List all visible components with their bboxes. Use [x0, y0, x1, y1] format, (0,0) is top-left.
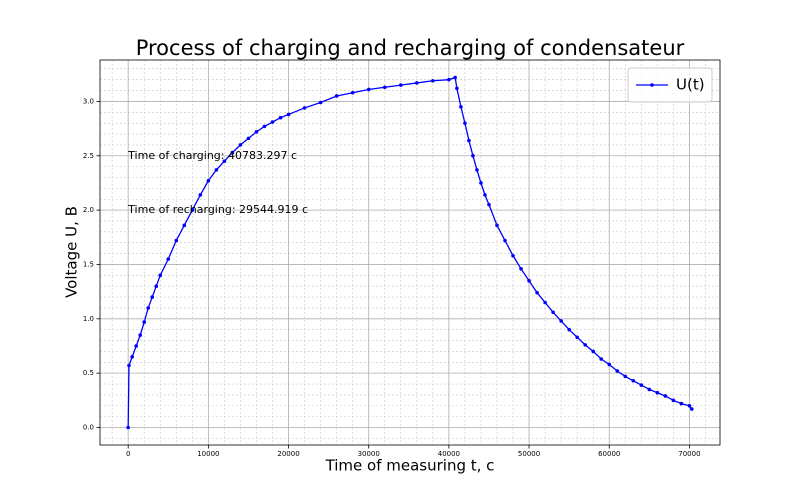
data-point	[519, 267, 523, 271]
data-point	[639, 383, 644, 387]
plot-frame	[99, 59, 721, 446]
data-point	[286, 112, 291, 117]
data-point	[495, 223, 499, 228]
y-tick-label: 1.5	[83, 260, 94, 268]
data-point	[246, 136, 251, 141]
data-point	[671, 398, 676, 403]
data-point	[214, 168, 219, 172]
data-point	[543, 300, 547, 305]
y-tick-label: 0.5	[83, 369, 94, 377]
data-point	[655, 390, 660, 395]
data-point	[142, 320, 147, 324]
data-point	[154, 284, 159, 288]
y-tick-label: 3.0	[83, 97, 94, 105]
data-point	[190, 208, 195, 212]
x-tick-label: 40000	[438, 450, 460, 458]
data-point	[471, 153, 475, 158]
chart-title: Process of charging and recharging of co…	[136, 36, 685, 60]
data-point	[447, 77, 451, 82]
data-point	[146, 306, 151, 310]
data-point	[527, 278, 531, 283]
data-point	[475, 168, 479, 172]
data-point	[615, 369, 620, 373]
x-tick-label: 10000	[197, 450, 219, 458]
data-point	[623, 374, 628, 379]
y-tick-label: 0.0	[83, 424, 94, 432]
data-point	[230, 150, 235, 155]
data-point	[222, 159, 227, 163]
x-tick-label: 30000	[358, 450, 380, 458]
data-point	[130, 355, 134, 359]
x-tick-label: 70000	[678, 450, 700, 458]
legend-label: U(t)	[676, 76, 705, 94]
data-point	[459, 105, 463, 109]
data-point	[483, 193, 487, 197]
data-point	[382, 85, 387, 90]
data-point	[182, 223, 187, 228]
data-point	[479, 181, 483, 185]
data-point	[599, 357, 604, 361]
data-point	[690, 407, 694, 411]
data-point	[663, 394, 668, 398]
data-point	[166, 257, 171, 261]
data-point	[535, 290, 539, 295]
data-point	[254, 130, 259, 134]
data-point	[631, 378, 636, 383]
x-tick-label: 0	[126, 450, 130, 458]
data-point	[138, 333, 143, 337]
data-point	[503, 238, 507, 243]
y-tick-label: 2.0	[83, 206, 94, 214]
data-point	[262, 124, 267, 129]
data-point	[647, 387, 652, 392]
x-tick-label: 20000	[277, 450, 299, 458]
data-point	[150, 295, 155, 299]
data-point	[559, 319, 563, 323]
data-point	[334, 94, 339, 98]
data-point	[463, 121, 467, 125]
data-point	[467, 138, 471, 143]
annotation: Time of recharging: 29544.919 c	[127, 203, 308, 216]
data-point	[206, 178, 211, 183]
data-point	[366, 87, 371, 92]
x-tick-label: 50000	[518, 450, 540, 458]
data-point	[127, 363, 131, 368]
data-point	[487, 202, 491, 207]
data-point	[583, 343, 587, 347]
y-tick-label: 1.0	[83, 315, 94, 323]
data-point	[174, 238, 179, 243]
data-point	[318, 100, 323, 105]
x-axis-label: Time of measuring t, c	[325, 457, 495, 475]
data-point	[591, 349, 596, 354]
data-point	[158, 273, 163, 278]
data-point	[431, 78, 435, 83]
legend-box	[627, 67, 713, 103]
data-point	[238, 143, 243, 147]
data-point	[679, 401, 684, 406]
data-point	[575, 335, 579, 340]
x-tick-label: 60000	[598, 450, 620, 458]
data-point	[511, 253, 515, 258]
data-point	[415, 81, 419, 85]
y-tick-label: 2.5	[83, 152, 94, 160]
data-point	[687, 403, 692, 408]
annotation: Time of charging: 40783.297 c	[127, 149, 297, 162]
data-point	[455, 86, 459, 91]
data-point	[134, 344, 138, 348]
data-point	[198, 193, 203, 197]
data-point	[607, 362, 612, 367]
data-point	[551, 310, 555, 315]
data-point	[302, 106, 307, 110]
y-axis-label: Voltage U, B	[63, 206, 81, 298]
data-point	[126, 425, 130, 430]
data-point	[270, 120, 275, 124]
data-point	[567, 327, 571, 332]
legend-marker	[650, 83, 654, 87]
data-point	[350, 90, 355, 95]
data-point	[278, 115, 283, 120]
data-point	[453, 75, 457, 80]
data-point	[398, 83, 403, 87]
